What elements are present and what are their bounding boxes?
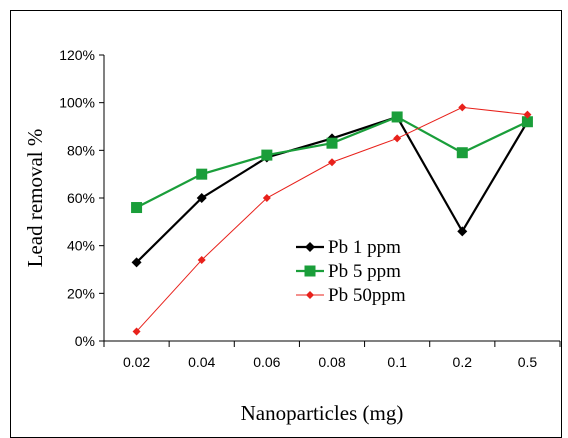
series-3 [132, 103, 532, 336]
x-tick-label: 0.04 [188, 354, 215, 370]
legend-marker [304, 265, 316, 277]
data-point [262, 194, 271, 202]
data-point [197, 255, 206, 264]
data-point [457, 226, 468, 237]
y-tick-label: 0% [75, 333, 95, 349]
data-point [261, 149, 273, 161]
legend-label: Pb 5 ppm [328, 261, 401, 282]
y-tick-label: 60% [67, 190, 95, 206]
y-tick-label: 20% [67, 285, 95, 301]
x-tick-label: 0.06 [253, 354, 280, 370]
data-point [196, 193, 207, 203]
x-ticks: 0.02 0.04 0.06 0.08 0.1 0.2 0.5 [103, 341, 561, 370]
data-point [196, 168, 208, 180]
data-point [393, 134, 402, 143]
x-tick-label: 0.08 [318, 354, 345, 370]
y-tick-label: 80% [67, 142, 95, 158]
data-point [523, 110, 532, 119]
y-tick-label: 40% [67, 238, 95, 254]
legend-item: Pb 1 ppm [296, 237, 401, 258]
data-point [328, 158, 336, 167]
series-2 [131, 111, 533, 214]
legend-label: Pb 50ppm [328, 285, 406, 306]
legend: Pb 1 ppm Pb 5 ppm Pb 50ppm [296, 237, 406, 306]
x-tick-label: 0.2 [453, 354, 473, 370]
data-point [131, 257, 142, 268]
chart-frame [10, 10, 562, 438]
y-tick-label: 120% [59, 47, 95, 63]
data-point [132, 327, 141, 336]
data-point [456, 147, 468, 159]
legend-marker [305, 242, 315, 252]
x-tick-label: 0.02 [123, 354, 150, 370]
x-tick-label: 0.5 [518, 354, 538, 370]
data-point [391, 111, 403, 123]
y-ticks: 0% 20% 40% 60% 80% 100% 120% [59, 47, 104, 349]
data-point [326, 137, 338, 149]
data-point [131, 202, 143, 214]
legend-marker [306, 291, 314, 299]
legend-item: Pb 50ppm [296, 285, 406, 306]
y-axis-title: Lead removal % [23, 129, 47, 268]
legend-label: Pb 1 ppm [328, 237, 401, 258]
x-tick-label: 0.1 [387, 354, 407, 370]
x-axis-title: Nanoparticles (mg) [241, 401, 404, 425]
series-layer [131, 103, 533, 336]
data-point [458, 103, 467, 112]
legend-item: Pb 5 ppm [296, 261, 401, 282]
y-tick-label: 100% [59, 95, 95, 111]
data-point [521, 116, 533, 128]
